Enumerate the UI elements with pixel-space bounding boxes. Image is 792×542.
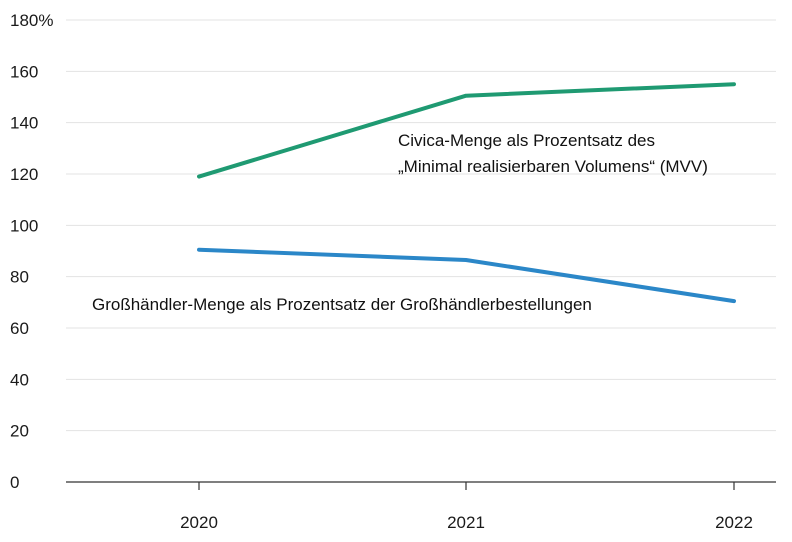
- y-tick-label: 100: [10, 216, 38, 235]
- y-tick-label: 180%: [10, 11, 53, 30]
- series-line-1: [197, 247, 736, 304]
- y-tick-label: 120: [10, 165, 38, 184]
- civica-annotation-line-2: „Minimal realisierbaren Volumens“ (MVV): [398, 157, 708, 176]
- wholesaler-annotation: Großhändler-Menge als Prozentsatz der Gr…: [92, 295, 592, 314]
- y-tick-label: 60: [10, 319, 29, 338]
- y-axis-ticks: 0 20 40 60 80 100 120 140 160 180%: [10, 11, 53, 492]
- series-lines: [197, 82, 736, 304]
- y-tick-label: 0: [10, 473, 19, 492]
- x-tick-label: 2022: [715, 513, 753, 532]
- x-tick-label: 2021: [447, 513, 485, 532]
- y-tick-label: 20: [10, 422, 29, 441]
- y-tick-label: 40: [10, 370, 29, 389]
- y-tick-label: 160: [10, 62, 38, 81]
- civica-annotation-line-1: Civica-Menge als Prozentsatz des: [398, 131, 655, 150]
- y-tick-label: 80: [10, 268, 29, 287]
- y-tick-label: 140: [10, 114, 38, 133]
- gridlines: [66, 19, 776, 432]
- x-axis-ticks: 2020 2021 2022: [180, 482, 753, 532]
- x-tick-label: 2020: [180, 513, 218, 532]
